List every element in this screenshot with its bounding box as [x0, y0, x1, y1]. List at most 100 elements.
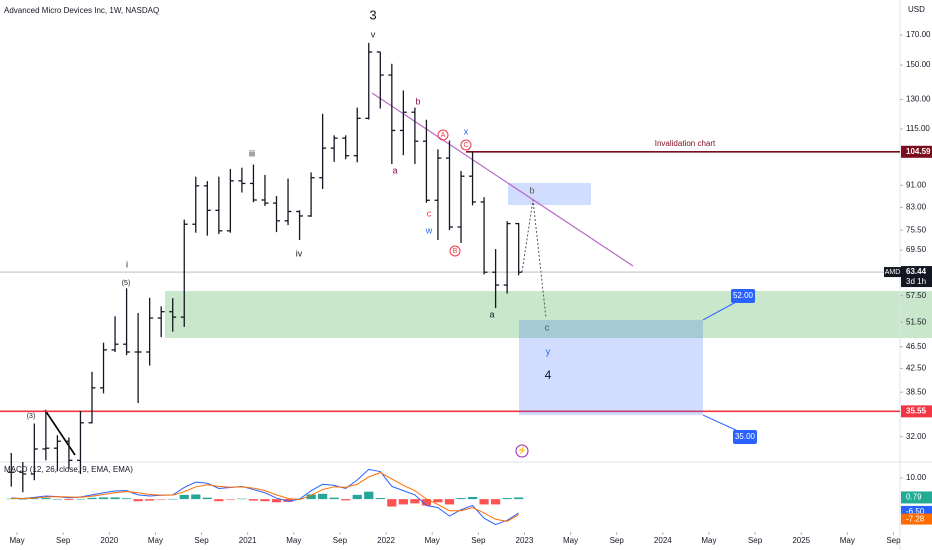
annotation: i [126, 259, 128, 269]
annotation-circle [437, 129, 449, 141]
x-tick-label: 2021 [239, 536, 257, 545]
macd-histogram-bar [133, 499, 143, 502]
y-tick-label: 69.50 [906, 245, 927, 254]
y-tick-label: 38.50 [906, 387, 927, 396]
macd-histogram-bar [179, 494, 189, 500]
y-tick-label: 83.00 [906, 203, 927, 212]
b-zone [508, 183, 591, 205]
macd-y-tick-label: 10.00 [906, 473, 927, 482]
annotation: 4 [545, 368, 552, 382]
y-tick-label: 57.50 [906, 291, 927, 300]
y-tick-label: 130.00 [906, 95, 931, 104]
macd-histogram-bar [260, 499, 270, 502]
macd-value-box [901, 513, 932, 525]
annotation: a [392, 165, 397, 175]
macd-histogram-bar [514, 497, 524, 500]
macd-histogram-bar [387, 499, 397, 507]
macd-line [11, 468, 519, 526]
macd-histogram-label: 0.79 [906, 493, 922, 502]
level-name-box [884, 267, 901, 278]
macd-histogram-bar [64, 499, 74, 500]
annotation: w [425, 225, 433, 235]
macd-histogram-bar [168, 498, 178, 500]
macd-histogram-bar [225, 499, 235, 500]
callout-line [702, 414, 739, 432]
callout-box [733, 430, 757, 444]
x-tick-label: May [563, 536, 578, 545]
annotation: 3 [369, 7, 376, 22]
macd-histogram-bar [18, 499, 28, 500]
x-tick-label: 2022 [377, 536, 395, 545]
y-tick-label: 115.00 [906, 124, 930, 133]
macd-line [11, 472, 519, 522]
path-arrow [521, 199, 547, 319]
macd-histogram-bar [444, 499, 455, 505]
x-tick-label: Sep [610, 536, 625, 545]
macd-histogram-bar [191, 494, 201, 500]
icon: ⚡ [517, 445, 527, 455]
level-box [901, 145, 932, 158]
annotation: y [546, 346, 551, 356]
y-tick-label: 170.00 [906, 30, 931, 39]
annotation: x [464, 126, 469, 136]
macd-histogram-bar [456, 498, 466, 500]
x-tick-label: May [701, 536, 716, 545]
annotation: (5) [122, 280, 131, 287]
annotation: C [463, 142, 468, 149]
macd-histogram-bar [318, 493, 328, 500]
macd-histogram-bar [479, 499, 489, 505]
x-tick-label: Sep [886, 536, 901, 545]
annotation-circle [449, 245, 461, 257]
x-tick-label: May [840, 536, 855, 545]
macd-histogram-bar [364, 491, 374, 500]
macd-histogram-bar [214, 499, 224, 502]
level-box [901, 266, 932, 288]
currency: USD [908, 5, 925, 14]
macd-value-label: -6.50 [906, 507, 925, 516]
macd-histogram-bar [87, 497, 97, 500]
level-name: AMD [885, 269, 901, 276]
annotation: b [415, 96, 420, 106]
macd-histogram-box [901, 491, 932, 504]
macd-histogram-bar [467, 497, 478, 500]
macd-histogram-bar [410, 499, 420, 504]
trendline [44, 409, 76, 456]
x-tick-label: 2020 [100, 536, 118, 545]
annotation: B [453, 248, 458, 255]
annotation: b [529, 185, 534, 195]
macd-histogram-bar [98, 497, 109, 500]
callout-label: 52.00 [733, 291, 754, 300]
callout-line [702, 301, 737, 321]
x-tick-label: Sep [471, 536, 486, 545]
x-tick-label: Sep [194, 536, 209, 545]
support-zone [165, 291, 932, 338]
y-tick-label: 46.50 [906, 342, 927, 351]
level-label: 63.44 [906, 267, 927, 276]
x-tick-label: May [286, 536, 301, 545]
icon [515, 444, 529, 458]
target-zone [519, 319, 703, 416]
x-tick-label: May [425, 536, 440, 545]
macd-histogram-bar [375, 498, 385, 500]
annotation: iv [296, 248, 303, 258]
macd-histogram-bar [41, 498, 51, 500]
x-tick-label: May [9, 536, 24, 545]
macd-histogram-bar [329, 497, 339, 500]
annotation: A [441, 132, 446, 139]
macd-histogram-bar [156, 499, 166, 500]
y-tick-label: 42.50 [906, 364, 927, 373]
macd-title: MACD (12, 26, close, 9, EMA, EMA) [4, 465, 133, 474]
x-tick-label: 2024 [654, 536, 672, 545]
macd-histogram-bar [237, 498, 247, 500]
level-label: 104.59 [906, 147, 931, 156]
x-tick-label: Sep [748, 536, 763, 545]
macd-histogram-bar [271, 499, 282, 503]
annotation: c [545, 322, 550, 332]
macd-histogram-bar [421, 499, 432, 506]
annotation: a [489, 309, 494, 319]
macd-histogram-bar [490, 499, 501, 505]
macd-histogram-bar [502, 498, 512, 500]
macd-histogram-bar [433, 499, 443, 503]
x-tick-label: Sep [56, 536, 71, 545]
